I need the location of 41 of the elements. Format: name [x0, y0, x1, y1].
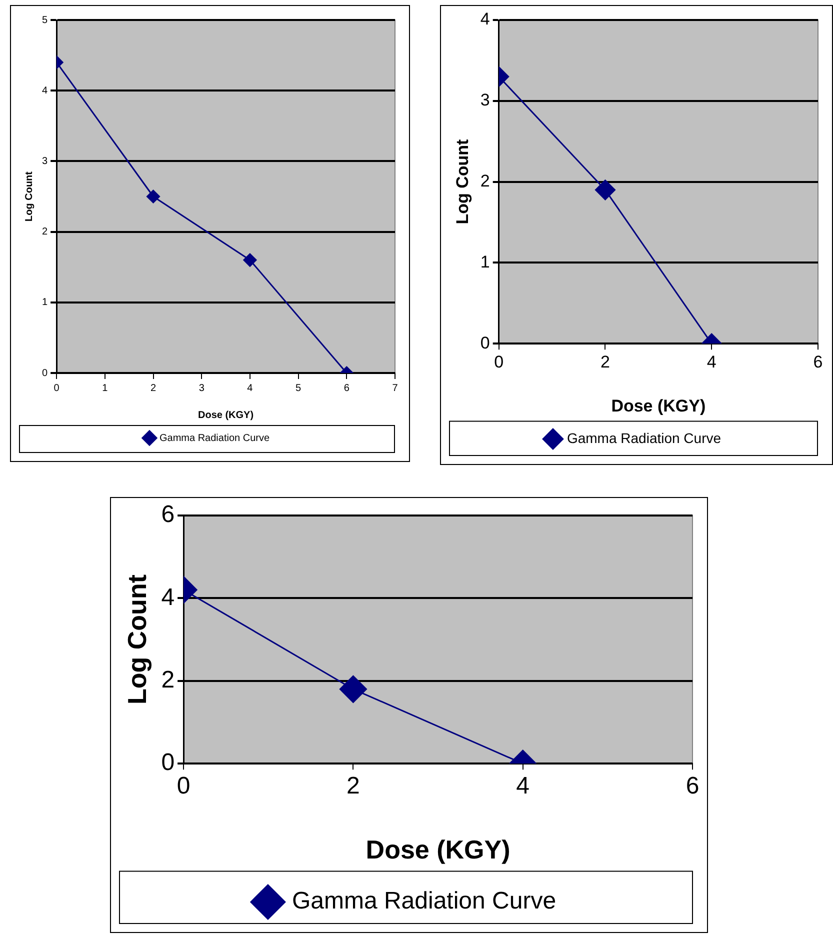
legend-label: Gamma Radiation Curve	[159, 432, 270, 444]
x-tick-label: 6	[813, 352, 823, 372]
x-axis-title: Dose (KGY)	[198, 410, 254, 421]
x-tick-label: 3	[198, 382, 205, 394]
point	[146, 190, 160, 204]
x-tick-label: 4	[247, 382, 254, 394]
x-tick-label: 5	[296, 382, 302, 394]
y-tick-label: 1	[42, 297, 48, 308]
x-axis-title: Dose (KGY)	[366, 834, 510, 864]
x-tick-label: 7	[392, 382, 398, 394]
y-tick-label: 6	[161, 501, 175, 528]
y-tick-label: 0	[42, 368, 48, 379]
point	[243, 253, 257, 267]
y-tick-label: 0	[480, 333, 490, 352]
x-axis-title: Dose (KGY)	[611, 396, 706, 416]
x-tick-label: 6	[686, 772, 700, 800]
y-tick-label: 1	[480, 252, 490, 272]
y-tick-label: 0	[161, 749, 175, 776]
x-tick-label: 2	[600, 352, 610, 372]
y-tick-label: 4	[42, 85, 48, 96]
y-axis-title: Log Count	[452, 138, 472, 224]
legend-label: Gamma Radiation Curve	[566, 430, 722, 446]
y-tick-label: 3	[480, 90, 490, 110]
x-tick-label: 2	[346, 772, 360, 800]
y-axis-title: Log Count	[24, 170, 35, 222]
y-tick-label: 2	[161, 666, 175, 694]
x-tick-label: 4	[516, 772, 530, 800]
y-axis-title: Log Count	[122, 574, 152, 704]
y-tick-label: 2	[42, 226, 48, 238]
y-tick-label: 3	[42, 156, 48, 167]
x-tick-label: 1	[102, 382, 108, 394]
y-tick-label: 5	[42, 14, 48, 26]
x-tick-label: 2	[150, 382, 156, 394]
x-tick-label: 4	[706, 352, 716, 372]
x-tick-label: 6	[344, 382, 350, 394]
x-tick-label: 0	[494, 352, 504, 372]
x-tick-label: 0	[54, 382, 60, 394]
y-tick-label: 2	[480, 171, 490, 190]
y-tick-label: 4	[161, 584, 175, 611]
y-tick-label: 4	[480, 10, 490, 29]
legend-label: Gamma Radiation Curve	[292, 888, 556, 915]
